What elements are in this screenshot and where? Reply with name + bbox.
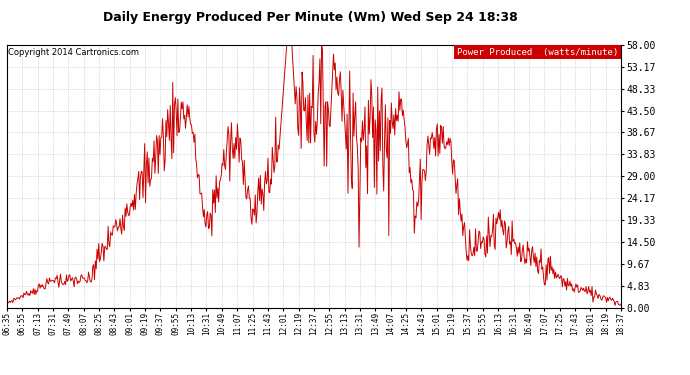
Text: Daily Energy Produced Per Minute (Wm) Wed Sep 24 18:38: Daily Energy Produced Per Minute (Wm) We… xyxy=(103,11,518,24)
Text: Power Produced  (watts/minute): Power Produced (watts/minute) xyxy=(457,48,618,57)
Text: Copyright 2014 Cartronics.com: Copyright 2014 Cartronics.com xyxy=(8,48,139,57)
